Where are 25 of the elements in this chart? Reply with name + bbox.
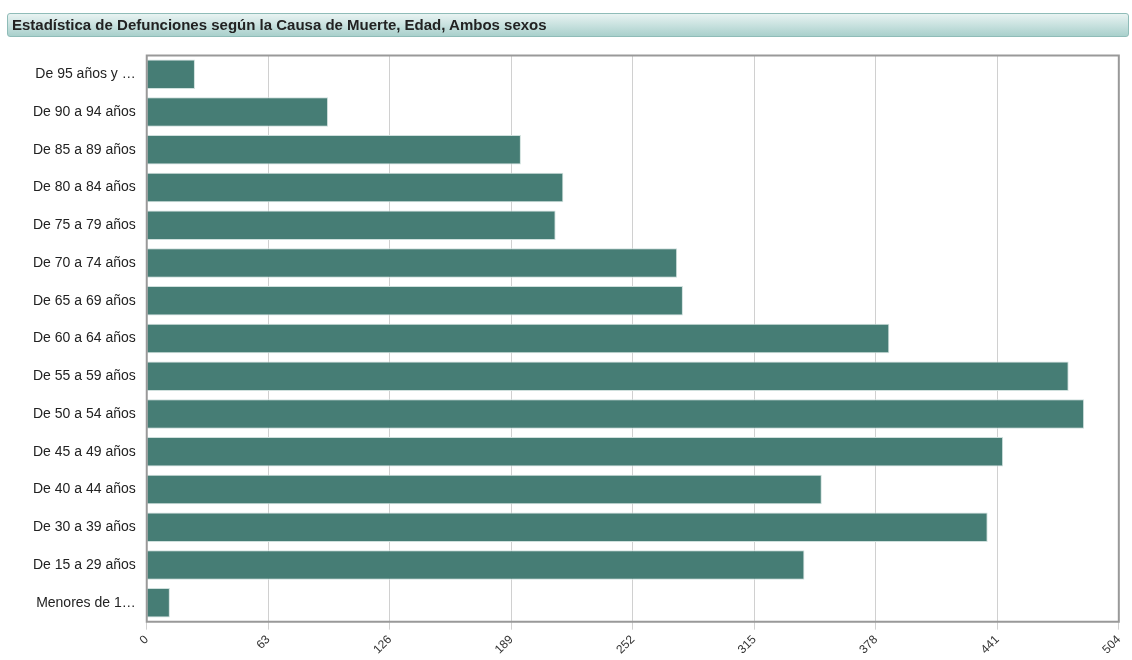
- x-tick-label: 189: [491, 632, 516, 657]
- y-tick-label: De 75 a 79 años: [32, 216, 136, 233]
- chart-title: Estadística de Defunciones según la Causa de Muerte, Edad, Ambos sexos: [7, 13, 1129, 37]
- y-tick-label: De 55 a 59 años: [32, 367, 136, 384]
- x-tick-label: 504: [1099, 632, 1124, 657]
- y-tick-label: De 85 a 89 años: [32, 140, 136, 157]
- y-tick-label: De 50 a 54 años: [32, 404, 136, 421]
- x-tick-label: 0: [136, 632, 152, 647]
- y-tick-label: De 15 a 29 años: [32, 555, 136, 572]
- y-tick-label: De 80 a 84 años: [32, 178, 136, 195]
- x-tick-label: 63: [253, 632, 273, 652]
- x-tick-label: 315: [734, 632, 759, 657]
- y-tick-label: De 40 a 44 años: [32, 480, 136, 497]
- y-tick-label: De 70 a 74 años: [32, 253, 136, 270]
- x-tick-label: 378: [856, 632, 881, 657]
- y-tick-label: De 60 a 64 años: [32, 329, 136, 346]
- y-tick-label: De 65 a 69 años: [32, 291, 136, 308]
- y-tick-label: De 30 a 39 años: [32, 518, 136, 535]
- x-tick-label: 126: [370, 632, 395, 657]
- y-tick-label: Menores de 1…: [36, 593, 136, 610]
- x-tick-label: 441: [977, 632, 1002, 657]
- x-tick-label: 252: [613, 632, 638, 657]
- y-tick-label: De 95 años y …: [35, 65, 136, 82]
- y-tick-label: De 45 a 49 años: [32, 442, 136, 459]
- y-tick-label: De 90 a 94 años: [32, 102, 136, 119]
